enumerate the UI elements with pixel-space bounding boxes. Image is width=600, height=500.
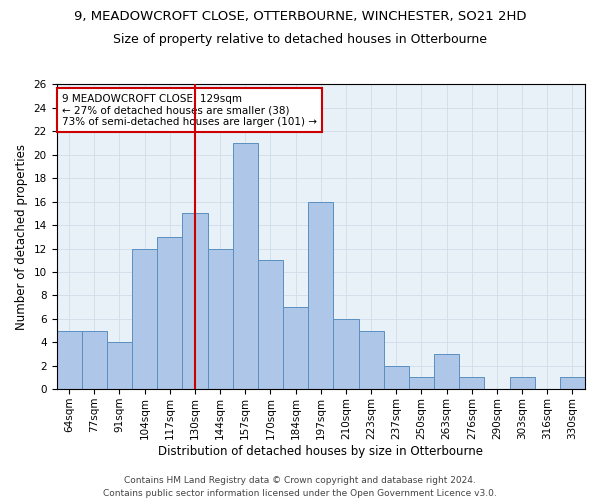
Bar: [359, 330, 383, 389]
Bar: [334, 319, 359, 389]
Bar: [383, 366, 409, 389]
Bar: [258, 260, 283, 389]
Bar: [107, 342, 132, 389]
Bar: [56, 330, 82, 389]
Text: Size of property relative to detached houses in Otterbourne: Size of property relative to detached ho…: [113, 32, 487, 46]
Bar: [132, 248, 157, 389]
Bar: [157, 237, 182, 389]
Bar: [233, 143, 258, 389]
Bar: [409, 378, 434, 389]
X-axis label: Distribution of detached houses by size in Otterbourne: Distribution of detached houses by size …: [158, 444, 483, 458]
Bar: [283, 307, 308, 389]
Bar: [434, 354, 459, 389]
Y-axis label: Number of detached properties: Number of detached properties: [15, 144, 28, 330]
Bar: [308, 202, 334, 389]
Text: Contains HM Land Registry data © Crown copyright and database right 2024.
Contai: Contains HM Land Registry data © Crown c…: [103, 476, 497, 498]
Text: 9, MEADOWCROFT CLOSE, OTTERBOURNE, WINCHESTER, SO21 2HD: 9, MEADOWCROFT CLOSE, OTTERBOURNE, WINCH…: [74, 10, 526, 23]
Bar: [509, 378, 535, 389]
Bar: [82, 330, 107, 389]
Bar: [459, 378, 484, 389]
Bar: [208, 248, 233, 389]
Bar: [560, 378, 585, 389]
Bar: [182, 214, 208, 389]
Text: 9 MEADOWCROFT CLOSE: 129sqm
← 27% of detached houses are smaller (38)
73% of sem: 9 MEADOWCROFT CLOSE: 129sqm ← 27% of det…: [62, 94, 317, 127]
